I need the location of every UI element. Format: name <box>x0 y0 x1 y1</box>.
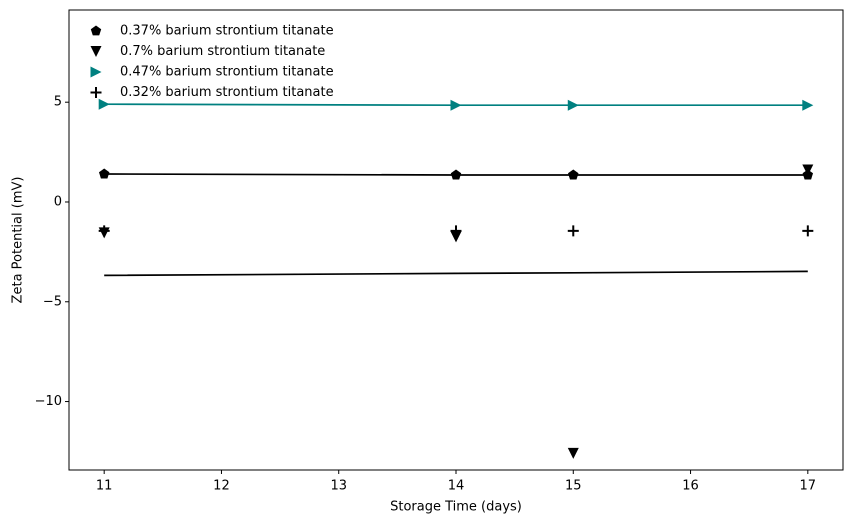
legend-marker <box>90 66 102 78</box>
marker <box>802 99 814 111</box>
series-line <box>104 270 808 277</box>
series-line <box>104 103 808 107</box>
marker <box>450 99 462 111</box>
marker <box>802 164 814 176</box>
marker <box>568 169 579 180</box>
legend-label: 0.7% barium strontium titanate <box>120 44 325 59</box>
x-tick-label: 16 <box>682 479 699 494</box>
y-tick-label: −10 <box>35 394 62 409</box>
x-tick-label: 12 <box>213 479 230 494</box>
marker <box>567 99 579 111</box>
legend-label: 0.32% barium strontium titanate <box>120 85 334 100</box>
legend-marker <box>90 25 102 36</box>
series-line <box>104 173 808 176</box>
y-tick-label: −5 <box>43 294 62 309</box>
legend-marker <box>90 87 102 98</box>
marker <box>802 225 814 237</box>
x-tick-label: 11 <box>96 479 113 494</box>
marker <box>567 447 579 459</box>
x-tick-label: 14 <box>448 479 465 494</box>
x-axis-label: Storage Time (days) <box>390 500 522 515</box>
legend-marker <box>90 46 102 57</box>
y-tick-label: 5 <box>54 95 62 110</box>
legend-label: 0.47% barium strontium titanate <box>120 65 334 80</box>
x-tick-label: 15 <box>565 479 582 494</box>
y-axis-label: Zeta Potential (mV) <box>11 177 26 304</box>
marker <box>450 225 462 237</box>
marker <box>450 231 462 243</box>
marker <box>99 168 110 179</box>
x-tick-label: 13 <box>330 479 347 494</box>
marker <box>567 225 579 237</box>
legend-label: 0.37% barium strontium titanate <box>120 24 334 39</box>
marker <box>450 169 462 180</box>
y-tick-label: 0 <box>54 194 62 209</box>
marker <box>98 98 110 110</box>
x-tick-label: 17 <box>800 479 817 494</box>
marker <box>98 225 110 237</box>
